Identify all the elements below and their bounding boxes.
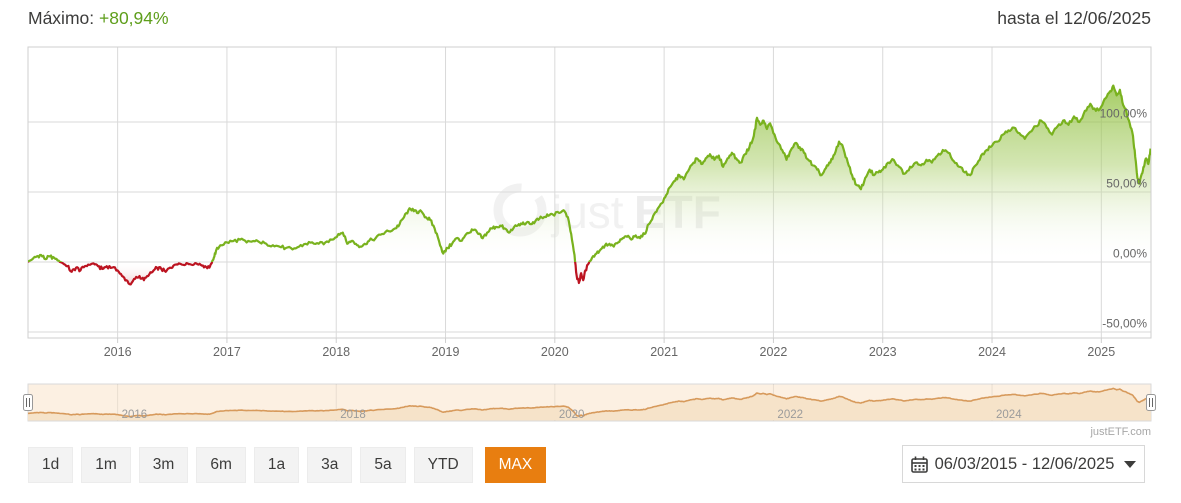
y-axis-tick-label: -50,00% (1102, 317, 1147, 331)
navigator-year-label: 2016 (122, 409, 148, 421)
range-navigator[interactable]: 2016 2018 2020 2022 2024 (23, 383, 1156, 422)
navigator-year-label: 2024 (996, 409, 1022, 421)
range-button-5a[interactable]: 5a (360, 447, 406, 483)
range-button-1a[interactable]: 1a (253, 447, 300, 483)
range-button-3m[interactable]: 3m (138, 447, 189, 483)
navigator-year-label: 2020 (559, 409, 585, 421)
navigator-area-fill (28, 388, 1151, 421)
justetf-credit: justETF.com (1089, 426, 1151, 438)
x-axis-year-label: 2022 (760, 345, 788, 359)
axis-labels: 100,00% 50,00% 0,00% -50,00% 2016 2017 2018 201… (104, 107, 1148, 360)
chart-header: Máximo: +80,94% hasta el 12/06/2025 (28, 8, 1151, 36)
navigator-year-labels: 2016 2018 2020 2022 2024 (122, 409, 1023, 421)
performance-line-positive[interactable] (28, 84, 1151, 285)
x-axis-year-label: 2021 (650, 345, 678, 359)
navigator-right-handle[interactable] (1146, 394, 1156, 411)
y-axis-tick-label: 0,00% (1113, 247, 1147, 261)
x-axis-year-label: 2024 (978, 345, 1006, 359)
range-button-max[interactable]: MAX (484, 447, 547, 483)
range-button-3a[interactable]: 3a (307, 447, 353, 483)
range-button-ytd[interactable]: YTD (413, 447, 473, 483)
x-axis-year-label: 2016 (104, 345, 132, 359)
plot-border (27, 46, 1152, 339)
max-value: +80,94% (99, 8, 169, 28)
x-axis-year-label: 2018 (322, 345, 350, 359)
range-button-1m[interactable]: 1m (81, 447, 131, 483)
chevron-down-icon (1124, 460, 1137, 468)
range-button-bar: 1d 1m 3m 6m 1a 3a 5a YTD MAX (28, 447, 547, 483)
negative-area-fill (28, 262, 1151, 285)
navigator-year-label: 2022 (777, 409, 803, 421)
navigator-left-handle[interactable] (23, 394, 33, 411)
x-axis-year-label: 2025 (1087, 345, 1115, 359)
navigator-year-label: 2018 (340, 409, 366, 421)
y-axis-tick-label: 100,00% (1100, 107, 1148, 121)
navigator-line (27, 387, 1152, 418)
performance-line-negative[interactable] (28, 86, 1151, 286)
x-axis-year-label: 2023 (869, 345, 897, 359)
date-range-picker[interactable]: 06/03/2015 - 12/06/2025 (902, 445, 1145, 483)
range-button-6m[interactable]: 6m (196, 447, 246, 483)
range-button-1d[interactable]: 1d (28, 447, 74, 483)
date-range-value: 06/03/2015 - 12/06/2025 (934, 454, 1115, 473)
positive-area-fill (28, 85, 1151, 262)
x-axis-year-label: 2020 (541, 345, 569, 359)
y-axis-tick-label: 50,00% (1106, 177, 1147, 191)
max-label: Máximo: (28, 8, 95, 28)
x-axis-year-label: 2019 (432, 345, 460, 359)
x-axis-year-label: 2017 (213, 345, 241, 359)
until-date-label: hasta el 12/06/2025 (997, 8, 1151, 28)
calendar-icon (910, 456, 928, 473)
